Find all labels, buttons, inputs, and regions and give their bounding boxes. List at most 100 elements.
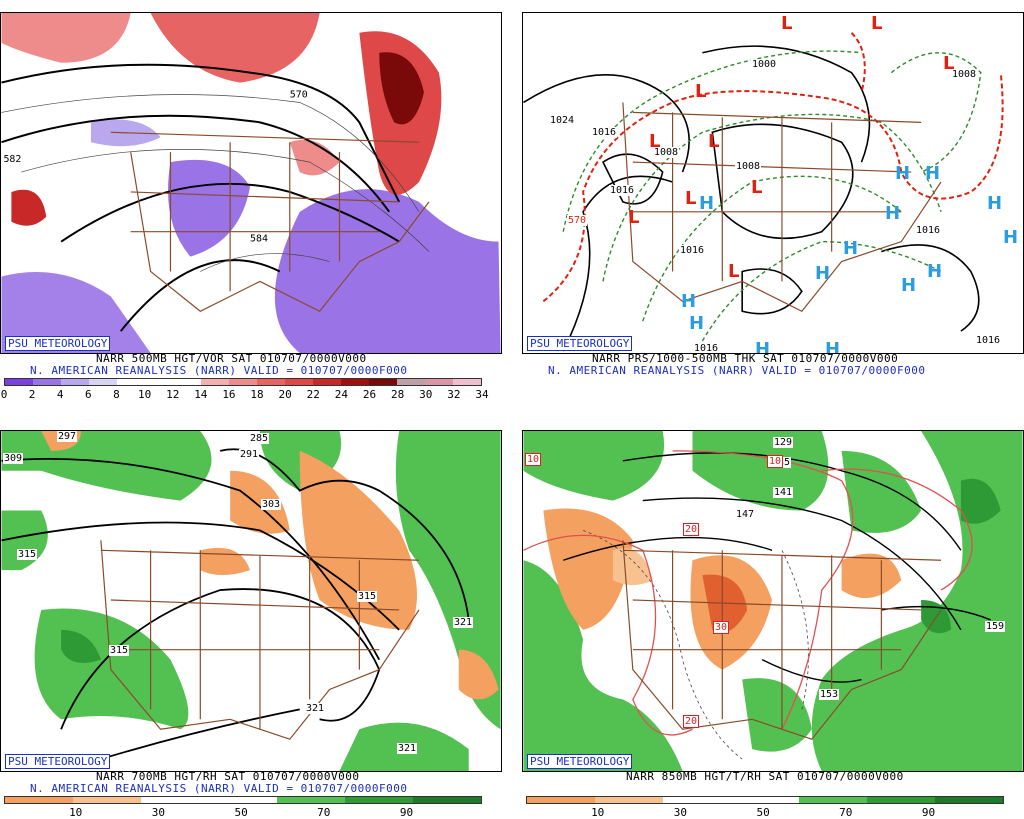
colorbar-swatch: [453, 379, 481, 385]
scale-label: 90: [399, 806, 414, 819]
high-pressure-marker: H: [825, 339, 841, 354]
panel-subtitle: N. AMERICAN REANALYSIS (NARR) VALID = 01…: [548, 364, 926, 377]
colorbar-swatch: [285, 379, 313, 385]
height-contour-label: 321: [397, 743, 418, 754]
scale-label: 32: [447, 388, 461, 401]
scale-label: 26: [362, 388, 377, 401]
low-pressure-marker: L: [781, 13, 793, 34]
colorbar-swatch: [595, 797, 663, 803]
scale-label: 90: [921, 806, 936, 819]
colorbar-swatch: [799, 797, 867, 803]
temperature-label: 30: [713, 621, 730, 634]
high-pressure-marker: H: [843, 238, 859, 259]
scale-label: 18: [250, 388, 264, 401]
scale-label: 30: [673, 806, 688, 819]
contour-582: 582: [3, 154, 21, 165]
vorticity-scale-labels: 0 2 4 6 8 10 12 14 16 18 20 22 24 26 28 30 32 34: [0, 388, 489, 401]
isobar-label: 1000: [751, 59, 778, 70]
height-contour-label: 285: [249, 433, 270, 444]
colorbar-swatch: [867, 797, 935, 803]
low-pressure-marker: L: [649, 131, 661, 152]
temperature-label: 20: [683, 523, 700, 536]
colorbar-swatch: [141, 797, 209, 803]
scale-label: 22: [306, 388, 320, 401]
scale-label: 34: [475, 388, 489, 401]
high-pressure-marker: H: [699, 193, 715, 214]
high-pressure-marker: H: [689, 313, 705, 334]
panel-title: NARR 500MB HGT/VOR SAT 010707/0000V000: [96, 352, 367, 365]
isobar-label: 1016: [591, 127, 618, 138]
vorticity-map-svg: 570 582 584: [1, 13, 501, 353]
colorbar-swatch: [5, 379, 33, 385]
rh-scale-labels: 10 30 50 70 90: [526, 806, 1004, 819]
map-700mb: 297 285 291 303 309 315 315 315 321 321 …: [0, 430, 502, 772]
temperature-label: 10: [767, 455, 784, 468]
colorbar-swatch: [209, 797, 277, 803]
colorbar-swatch: [117, 379, 145, 385]
scale-label: 10: [591, 806, 605, 819]
scale-label: 30: [151, 806, 166, 819]
rh850-map-svg: [523, 431, 1023, 771]
colorbar-swatch: [397, 379, 425, 385]
scale-label: 70: [317, 806, 331, 819]
panel-title: NARR 850MB HGT/T/RH SAT 010707/0000V000: [626, 770, 904, 783]
temperature-label: 10: [525, 453, 542, 466]
low-pressure-marker: L: [708, 131, 720, 152]
height-contour-label: 315: [109, 645, 130, 656]
scale-label: 10: [69, 806, 83, 819]
colorbar-swatch: [89, 379, 117, 385]
colorbar-swatch: [5, 797, 73, 803]
isobar-label: 1008: [951, 69, 978, 80]
height-contour-label: 159: [985, 621, 1006, 632]
colorbar-swatch: [173, 379, 201, 385]
scale-label: 16: [222, 388, 236, 401]
colorbar-swatch: [201, 379, 229, 385]
low-pressure-marker: L: [685, 188, 697, 209]
low-pressure-marker: L: [751, 177, 763, 198]
height-contour-label: 291: [239, 449, 260, 460]
high-pressure-marker: H: [1003, 227, 1019, 248]
colorbar-swatch: [341, 379, 369, 385]
colorbar-swatch: [73, 797, 141, 803]
scale-label: 14: [194, 388, 208, 401]
isobar-label: 1016: [693, 343, 720, 354]
high-pressure-marker: H: [927, 261, 943, 282]
temperature-label: 20: [683, 715, 700, 728]
colorbar-swatch: [257, 379, 285, 385]
scale-label: 0: [0, 388, 8, 401]
colorbar-swatch: [425, 379, 453, 385]
rh-scale-labels: 10 30 50 70 90: [4, 806, 482, 819]
thickness-label: 570: [567, 215, 588, 226]
height-contour-label: 147: [735, 509, 756, 520]
psu-badge: PSU METEOROLOGY: [527, 336, 633, 351]
isobar-label: 1016: [609, 185, 636, 196]
scale-label: 70: [839, 806, 853, 819]
panel-title: NARR 700MB HGT/RH SAT 010707/0000V000: [96, 770, 360, 783]
colorbar-swatch: [369, 379, 397, 385]
rh700-map-svg: [1, 431, 501, 771]
colorbar-swatch: [527, 797, 595, 803]
colorbar-swatch: [277, 797, 345, 803]
panel-subtitle: N. AMERICAN REANALYSIS (NARR) VALID = 01…: [30, 782, 408, 795]
colorbar-swatch: [313, 379, 341, 385]
psu-badge: PSU METEOROLOGY: [5, 754, 111, 769]
scale-label: 8: [113, 388, 120, 401]
scale-label: 50: [234, 806, 248, 819]
scale-label: 12: [166, 388, 180, 401]
low-pressure-marker: L: [728, 261, 740, 282]
colorbar-swatch: [731, 797, 799, 803]
colorbar-swatch: [935, 797, 1003, 803]
low-pressure-marker: L: [943, 53, 955, 74]
high-pressure-marker: H: [815, 263, 831, 284]
psu-badge: PSU METEOROLOGY: [5, 336, 111, 351]
panel-700mb-rh: 297 285 291 303 309 315 315 315 321 321 …: [0, 418, 502, 819]
height-contour-label: 129: [773, 437, 794, 448]
height-contour-label: 297: [57, 431, 78, 442]
map-500mb: 570 582 584 PSU METEOROLOGY: [0, 12, 502, 354]
height-contour-label: 321: [453, 617, 474, 628]
low-pressure-marker: L: [871, 13, 883, 34]
low-pressure-marker: L: [628, 207, 640, 228]
colorbar-swatch: [61, 379, 89, 385]
height-contour-label: 315: [17, 549, 38, 560]
high-pressure-marker: H: [755, 339, 771, 354]
